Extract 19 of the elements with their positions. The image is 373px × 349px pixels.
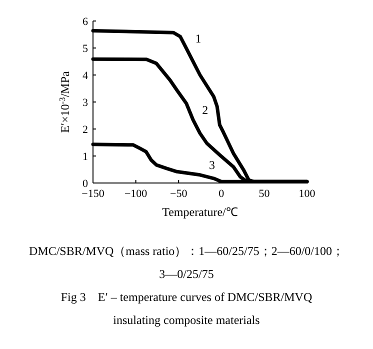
y-tick-label: 2 xyxy=(82,124,88,136)
y-tick-label: 1 xyxy=(82,151,88,163)
y-tick-label: 4 xyxy=(82,70,88,82)
series-label: 3 xyxy=(209,158,215,172)
caption: Fig 3 E′ – temperature curves of DMC/SBR/MVQ insulating composite materials xyxy=(60,290,312,327)
x-axis-title: Temperature/℃ xyxy=(162,205,238,219)
x-tick-label: 50 xyxy=(258,188,270,200)
x-tick-label: −50 xyxy=(170,188,188,200)
text: DMC/SBR/MVQ（mass ratio）：1—60/25/75；2—60/0/100；3—0/25/75 xyxy=(28,244,344,281)
x-tick-label: −100 xyxy=(124,188,148,200)
y-tick-label: 3 xyxy=(82,97,88,109)
series-label: 2 xyxy=(202,103,208,118)
x-tick-label: 0 xyxy=(218,188,225,200)
x-tick-label: −150 xyxy=(82,188,105,200)
series-label: 1 xyxy=(195,31,202,46)
y-tick-label: 5 xyxy=(82,43,88,55)
x-tick-label: 100 xyxy=(298,188,316,200)
y-tick-label: 6 xyxy=(82,16,88,28)
y-tick-label: 0 xyxy=(82,178,88,190)
